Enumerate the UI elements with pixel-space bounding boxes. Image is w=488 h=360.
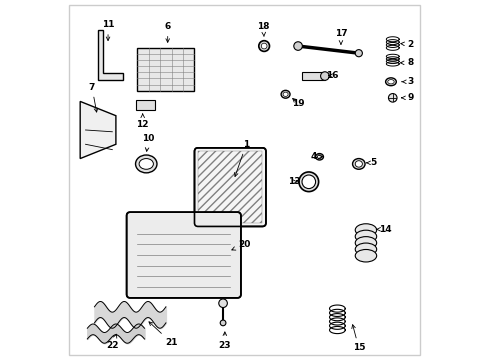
Text: 9: 9 <box>401 93 413 102</box>
Text: 21: 21 <box>149 322 177 347</box>
Ellipse shape <box>258 41 269 51</box>
Text: 2: 2 <box>400 40 413 49</box>
Bar <box>137 48 194 91</box>
Ellipse shape <box>261 43 266 49</box>
Text: 11: 11 <box>102 20 114 41</box>
Circle shape <box>218 299 227 307</box>
Text: 15: 15 <box>351 325 365 352</box>
Text: 13: 13 <box>287 177 300 186</box>
Text: 12: 12 <box>136 114 149 129</box>
Circle shape <box>220 320 225 326</box>
Text: 17: 17 <box>334 29 346 44</box>
Ellipse shape <box>302 175 315 189</box>
Text: 4: 4 <box>310 152 322 161</box>
Ellipse shape <box>387 80 393 84</box>
Ellipse shape <box>315 154 323 160</box>
Text: 16: 16 <box>325 71 338 80</box>
Ellipse shape <box>354 237 376 249</box>
Text: 8: 8 <box>400 58 413 67</box>
Ellipse shape <box>354 243 376 256</box>
Text: 22: 22 <box>106 334 118 350</box>
Bar <box>135 100 155 111</box>
Text: 5: 5 <box>366 158 375 167</box>
FancyBboxPatch shape <box>126 212 241 298</box>
Ellipse shape <box>298 172 318 192</box>
Ellipse shape <box>135 155 157 173</box>
Text: 7: 7 <box>89 83 98 112</box>
Polygon shape <box>98 30 123 80</box>
FancyBboxPatch shape <box>194 148 265 226</box>
Circle shape <box>354 50 362 57</box>
Circle shape <box>320 72 328 80</box>
Ellipse shape <box>354 230 376 243</box>
Ellipse shape <box>139 158 153 169</box>
Ellipse shape <box>354 249 376 262</box>
Circle shape <box>293 42 302 50</box>
Circle shape <box>387 94 396 102</box>
Text: 14: 14 <box>376 225 391 234</box>
Text: 23: 23 <box>218 332 231 350</box>
Text: 20: 20 <box>231 240 250 250</box>
Text: 19: 19 <box>291 99 304 108</box>
Bar <box>301 72 324 80</box>
Text: 6: 6 <box>164 22 170 42</box>
Text: 18: 18 <box>257 22 269 36</box>
Text: 1: 1 <box>234 140 249 176</box>
Polygon shape <box>80 102 116 158</box>
Text: 3: 3 <box>401 77 413 86</box>
Ellipse shape <box>354 224 376 236</box>
Text: 10: 10 <box>142 134 154 151</box>
Ellipse shape <box>317 155 321 158</box>
Ellipse shape <box>281 90 289 98</box>
Ellipse shape <box>352 158 365 169</box>
Ellipse shape <box>385 78 395 86</box>
Ellipse shape <box>283 92 287 96</box>
Ellipse shape <box>354 161 362 167</box>
